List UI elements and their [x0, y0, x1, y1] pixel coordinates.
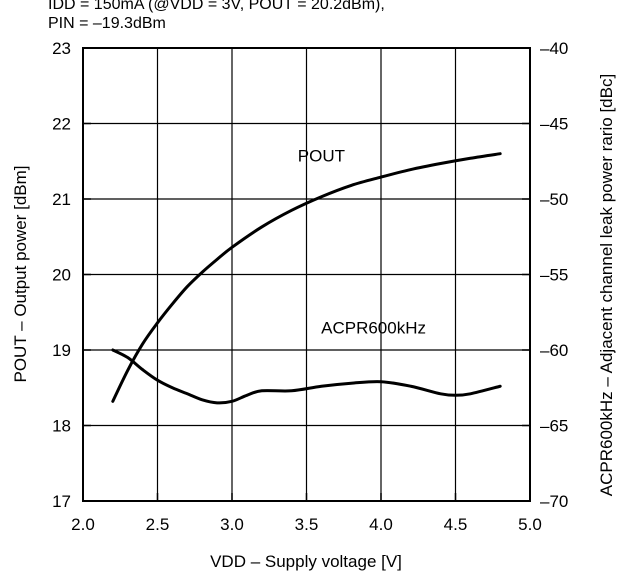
y-axis-label: POUT – Output power [dBm]	[11, 166, 30, 383]
y2-tick-label: –55	[540, 266, 568, 285]
grid	[83, 48, 530, 501]
ticks	[82, 47, 531, 502]
x-tick-label: 4.5	[444, 515, 468, 534]
x-tick-label: 4.0	[369, 515, 393, 534]
y2-tick-label: –50	[540, 190, 568, 209]
annotations: POUT ACPR600kHz	[298, 146, 426, 337]
x-tick-label: 2.0	[71, 515, 95, 534]
x-tick-label: 3.0	[220, 515, 244, 534]
y-tick-label: 17	[52, 492, 71, 511]
conditions-line-1: IDD = 150mA (@VDD = 3V, POUT = 20.2dBm),	[48, 0, 385, 13]
annotation-acpr600khz: ACPR600kHz	[321, 318, 426, 337]
y-tick-label: 19	[52, 341, 71, 360]
y2-tick-label: –70	[540, 492, 568, 511]
y2-axis-label: ACPR600kHz – Adjacent channel leak power…	[597, 74, 616, 496]
series-line-acpr600khz	[111, 348, 502, 405]
y2-tick-label: –45	[540, 115, 568, 134]
x-axis-label: VDD – Supply voltage [V]	[210, 552, 402, 571]
x-tick-label: 5.0	[518, 515, 542, 534]
annotation-pout: POUT	[298, 146, 345, 165]
y-tick-label: 20	[52, 266, 71, 285]
y2-tick-label: –40	[540, 39, 568, 58]
y-tick-label: 18	[52, 417, 71, 436]
y-tick-label: 23	[52, 39, 71, 58]
series	[111, 152, 502, 405]
x-tick-label: 2.5	[146, 515, 170, 534]
y2-tick-label: –60	[540, 341, 568, 360]
y-tick-label: 22	[52, 115, 71, 134]
series-line-pout	[111, 152, 502, 403]
tick-labels: 2.0 2.5 3.0 3.5 4.0 4.5 5.0 17 18 19 20 21 22 23 –70 –6…	[52, 39, 568, 534]
y2-tick-label: –65	[540, 417, 568, 436]
x-tick-label: 3.5	[295, 515, 319, 534]
conditions-line-2: PIN = –19.3dBm	[48, 15, 166, 32]
y-tick-label: 21	[52, 190, 71, 209]
